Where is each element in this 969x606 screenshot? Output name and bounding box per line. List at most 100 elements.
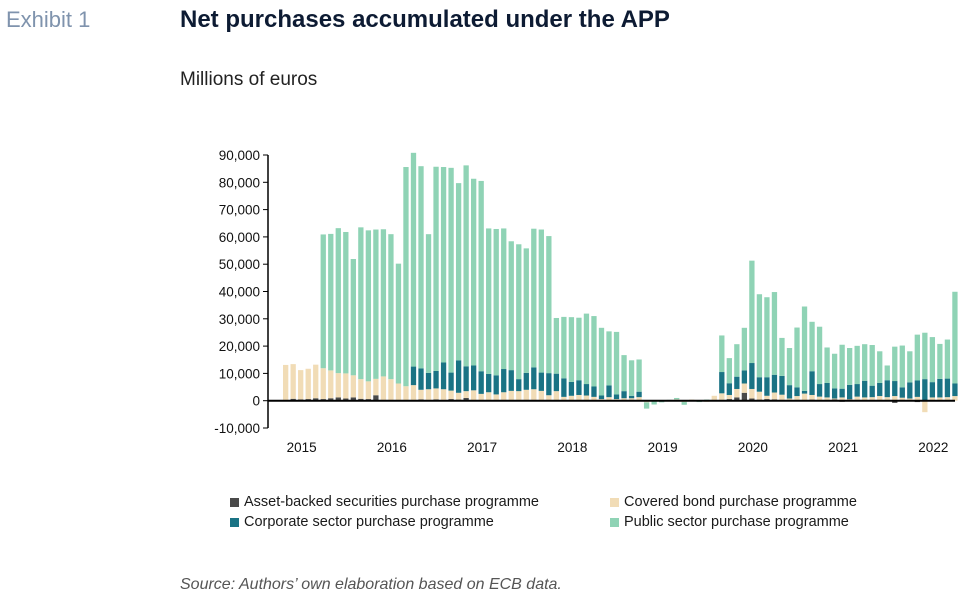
- bar-cbpp-2021-09: [884, 397, 890, 401]
- bar-cbpp-2016-06: [410, 385, 417, 401]
- bar-abspp-2015-05: [313, 398, 319, 401]
- bar-pspp-2022-04: [937, 343, 943, 379]
- bar-cbpp-2017-07: [508, 390, 514, 401]
- bar-pspp-2016-09: [433, 166, 439, 371]
- bar-cspp-2018-04: [576, 380, 582, 395]
- bar-cspp-2021-04: [847, 384, 853, 400]
- bar-cbpp-2021-01: [824, 397, 830, 401]
- bar-cspp-2016-06: [410, 366, 417, 386]
- bar-cspp-2021-05: [854, 384, 860, 397]
- bar-cbpp-2015-08: [335, 373, 341, 398]
- bar-pspp-2016-08: [425, 234, 432, 373]
- bar-cbpp-2017-02: [471, 390, 477, 401]
- bar-cbpp-2017-12: [546, 395, 552, 400]
- bar-abspp-2015-10: [350, 397, 356, 401]
- bar-cspp-2018-07: [598, 395, 605, 400]
- bar-pspp-2020-10: [801, 306, 808, 391]
- bar-pspp-2018-01: [553, 317, 560, 374]
- x-tick-label-2020: 2020: [738, 440, 768, 455]
- bar-cbpp-2020-08: [786, 398, 793, 401]
- bar-pspp-2020-08: [786, 348, 793, 386]
- bars-layer: [283, 152, 958, 413]
- bar-cbpp-2020-01: [734, 388, 740, 398]
- legend-label-pspp: Public sector purchase programme: [624, 514, 849, 530]
- bar-cbpp-2016-04: [395, 383, 402, 401]
- axes-layer: 90,000 80,000 70,000 60,000 50,000 40,000 30,0…: [214, 148, 955, 455]
- bar-cspp-2021-07: [869, 385, 875, 398]
- bar-pspp-2017-08: [516, 244, 522, 380]
- bar-cbpp-2022-03: [929, 397, 936, 401]
- bar-cspp-2017-04: [486, 373, 492, 393]
- bar-cspp-2021-01: [824, 382, 830, 398]
- bar-cbpp-2018-07: [598, 399, 605, 401]
- bar-cbpp-2016-03: [388, 379, 394, 400]
- bar-cspp-2021-03: [839, 388, 845, 398]
- bar-pspp-2018-12: [636, 359, 642, 392]
- bar-abspp-2015-07: [328, 398, 334, 401]
- bar-cbpp-2016-11: [448, 390, 454, 400]
- bar-cspp-2020-05: [764, 377, 770, 396]
- bar-pspp-2016-02: [380, 229, 387, 377]
- bar-cbpp-2020-10: [801, 393, 808, 401]
- bar-pspp-2017-12: [546, 236, 552, 374]
- bar-abspp-2020-02: [741, 392, 748, 401]
- bar-cbpp-2017-08: [516, 391, 522, 401]
- bar-cbpp-2021-02: [831, 398, 838, 400]
- bar-cspp-2017-10: [531, 367, 537, 390]
- bar-cspp-2022-01: [914, 380, 920, 397]
- bar-pspp-2019-03: [659, 401, 665, 403]
- bar-pspp-2016-12: [455, 183, 462, 361]
- chart-subtitle: Millions of euros: [180, 69, 318, 90]
- x-tick-label-2015: 2015: [287, 440, 317, 455]
- bar-abspp-2015-08: [335, 397, 341, 401]
- bar-pspp-2021-10: [892, 346, 898, 382]
- bar-cspp-2021-11: [899, 387, 905, 398]
- bar-cbpp-2015-02: [290, 364, 296, 399]
- bar-cspp-2018-09: [613, 394, 620, 400]
- bar-cspp-2021-02: [831, 388, 838, 399]
- bar-pspp-2016-01: [373, 229, 379, 379]
- bar-cbpp-2021-06: [862, 397, 868, 401]
- bar-cspp-2021-12: [907, 382, 913, 399]
- source-note: Source: Authors’ own elaboration based o…: [180, 576, 562, 593]
- bar-abspp-2017-01: [463, 397, 469, 401]
- bar-cspp-2020-11: [809, 371, 815, 395]
- bar-cbpp-2018-06: [591, 396, 597, 401]
- bar-cspp-2018-06: [591, 386, 597, 397]
- legend-item-abspp: Asset-backed securities purchase program…: [230, 494, 539, 510]
- bar-cbpp-2018-05: [583, 395, 590, 401]
- legend-label-cspp: Corporate sector purchase programme: [244, 514, 494, 530]
- bar-cspp-2020-12: [816, 384, 823, 397]
- bar-pspp-2015-11: [358, 227, 364, 380]
- bar-pspp-2021-03: [839, 344, 845, 389]
- bar-pspp-2017-09: [523, 248, 529, 373]
- bar-pspp-2018-08: [606, 331, 612, 386]
- bar-cspp-2017-06: [501, 369, 507, 393]
- bar-pspp-2021-11: [899, 345, 905, 388]
- bar-cspp-2018-11: [628, 395, 635, 399]
- bar-cbpp-2022-04: [937, 397, 943, 401]
- bar-pspp-2015-09: [343, 231, 349, 374]
- bar-pspp-2015-08: [335, 228, 341, 374]
- bar-pspp-2019-01: [643, 402, 650, 409]
- bar-pspp-2017-01: [463, 165, 469, 367]
- bar-cspp-2022-06: [952, 383, 958, 397]
- bar-pspp-2018-10: [621, 355, 627, 392]
- bar-pspp-2021-07: [869, 345, 875, 386]
- bar-cspp-2022-03: [929, 382, 936, 398]
- bar-cbpp-2015-05: [313, 364, 319, 399]
- bar-cbpp-2018-01: [553, 391, 560, 401]
- bar-cbpp-2016-02: [380, 376, 387, 400]
- x-tick-label-2018: 2018: [557, 440, 587, 455]
- bar-cbpp-2017-10: [531, 389, 537, 400]
- bar-cspp-2016-07: [418, 368, 424, 390]
- bar-pspp-2016-04: [395, 263, 402, 384]
- bar-cbpp-2016-08: [425, 389, 432, 400]
- bar-pspp-2019-06: [681, 402, 687, 405]
- bar-cspp-2017-01: [463, 366, 469, 392]
- chart-title: Net purchases accumulated under the APP: [180, 6, 670, 33]
- bar-cbpp-2015-06: [320, 368, 326, 400]
- x-tick-label-2019: 2019: [648, 440, 678, 455]
- bar-cbpp-2017-03: [478, 393, 484, 400]
- bar-cspp-2016-11: [448, 372, 454, 391]
